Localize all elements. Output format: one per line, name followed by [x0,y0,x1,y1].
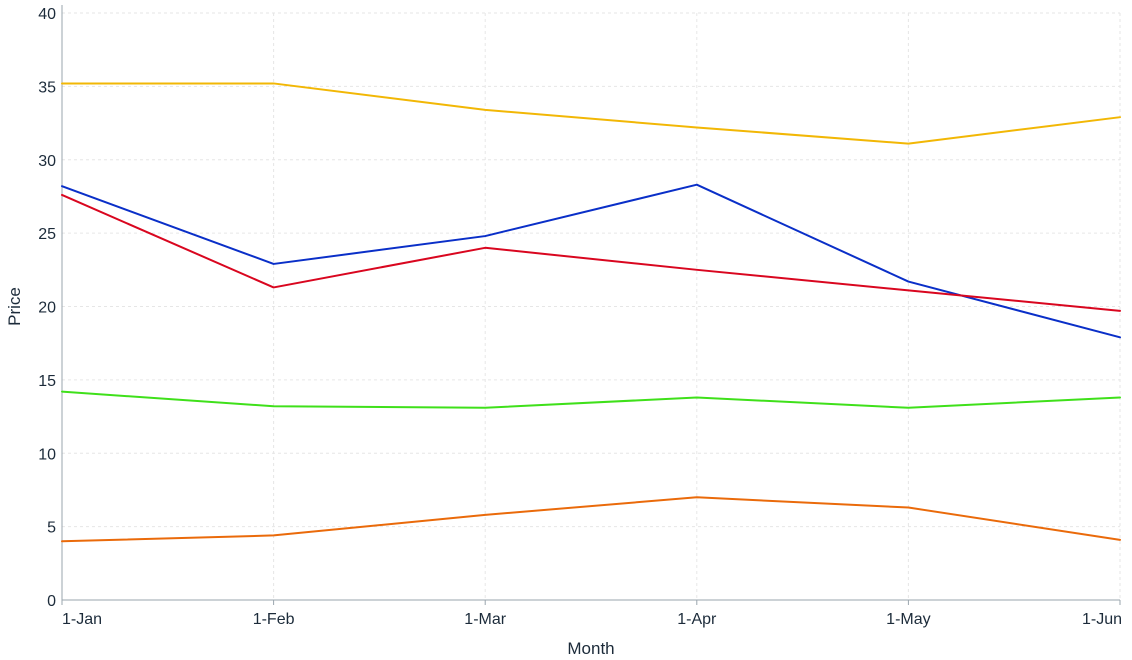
y-tick-label: 35 [38,79,56,96]
series-line-5 [61,496,1121,543]
y-tick-label: 20 [38,300,56,317]
axes [61,5,1120,601]
x-tick-label: 1-Jan [62,611,102,628]
series-layer [61,82,1121,543]
series-line-2 [61,183,1121,339]
y-tick-label: 0 [47,593,56,610]
y-tick-label: 10 [38,446,56,463]
x-tick-label: 1-Mar [464,611,506,628]
y-tick-label: 30 [38,153,56,170]
x-tick-label: 1-Jun [1082,611,1122,628]
series-line-4 [61,390,1121,409]
x-axis-ticks: 1-Jan 1-Feb 1-Mar 1-Apr 1-May 1-Jun [61,600,1122,628]
y-axis-ticks: 0 5 10 15 20 25 30 35 40 [38,6,56,610]
y-tick-label: 5 [47,520,56,537]
x-tick-label: 1-Apr [677,611,717,628]
y-axis-title: Price [5,287,24,326]
y-tick-label: 15 [38,373,56,390]
x-tick-label: 1-May [886,611,930,628]
x-tick-label: 1-Feb [253,611,295,628]
series-line-1 [61,82,1121,145]
y-tick-label: 25 [38,226,56,243]
x-axis-title: Month [567,639,614,658]
grid-lines [62,12,1121,600]
series-line-3 [61,193,1121,312]
y-tick-label: 40 [38,6,56,23]
